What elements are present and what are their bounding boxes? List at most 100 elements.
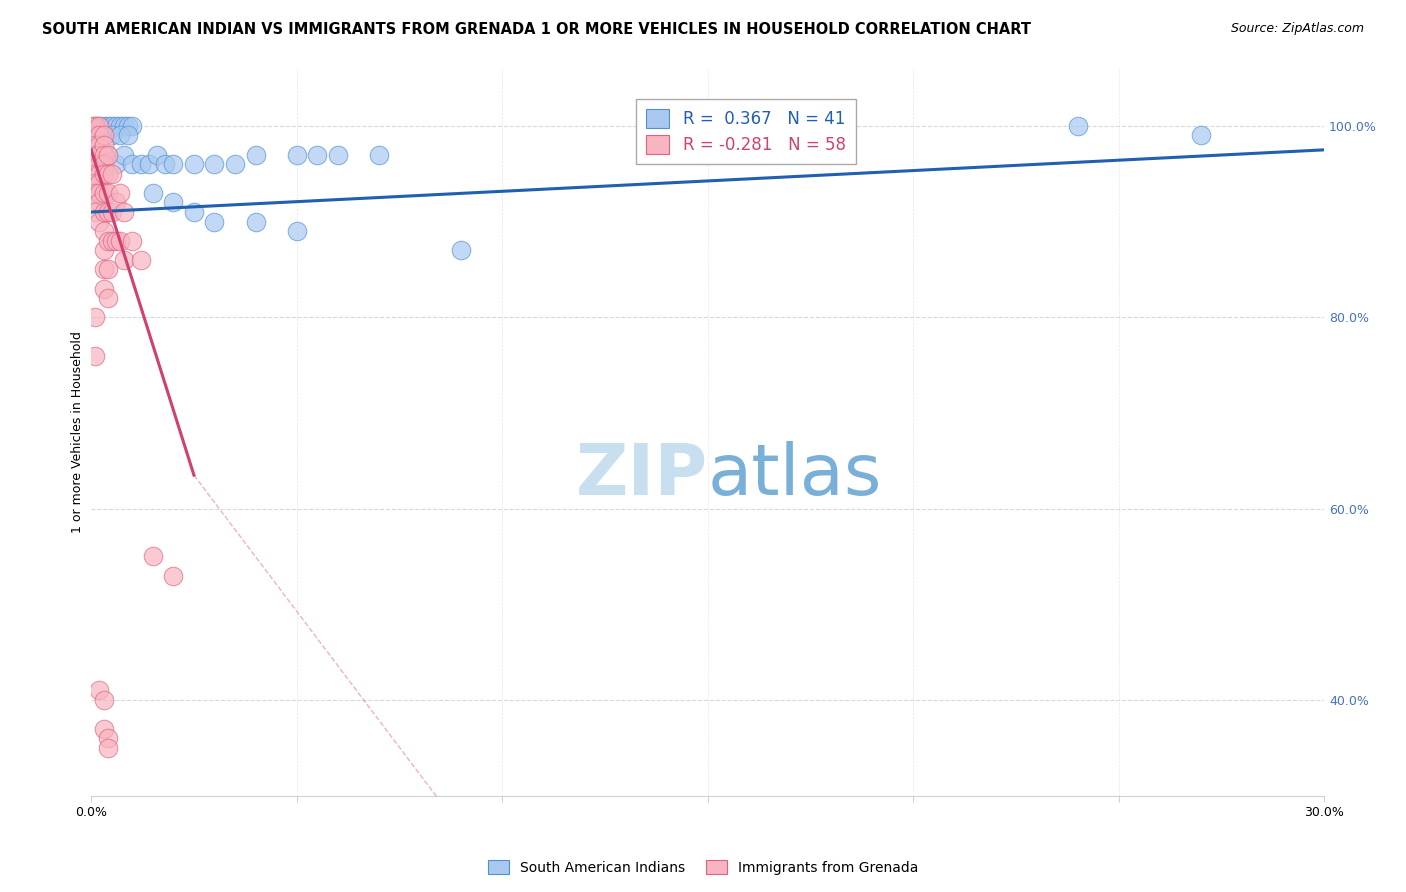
Point [97,205,120,219]
Text: Source: ZipAtlas.com: Source: ZipAtlas.com [1230,22,1364,36]
Point [93,119,115,133]
Point [89,147,111,161]
Point [89,177,111,191]
Point [121,157,143,171]
Point [89,683,111,698]
Point [89,157,111,171]
Point [112,205,135,219]
Point [93,281,115,295]
Point [108,186,131,200]
Point [97,167,120,181]
Point [84,128,107,143]
Point [112,119,135,133]
Point [89,195,111,210]
Text: ZIP: ZIP [575,442,707,510]
Point [89,119,111,133]
Point [93,224,115,238]
Point [84,205,107,219]
Point [104,157,127,171]
Point [108,119,131,133]
Point [97,147,120,161]
Point [89,119,111,133]
Point [326,147,349,161]
Point [100,119,122,133]
Point [93,128,115,143]
Point [93,244,115,258]
Point [108,128,131,143]
Point [89,138,111,153]
Point [89,167,111,181]
Point [93,205,115,219]
Point [142,549,165,564]
Point [97,186,120,200]
Point [100,128,122,143]
Point [84,138,107,153]
Point [84,186,107,200]
Point [245,147,267,161]
Point [97,234,120,248]
Point [204,157,226,171]
Point [93,262,115,277]
Point [183,157,205,171]
Point [89,186,111,200]
Point [450,244,472,258]
Point [1189,128,1212,143]
Point [112,252,135,267]
Legend: South American Indians, Immigrants from Grenada: South American Indians, Immigrants from … [482,855,924,880]
Point [89,128,111,143]
Point [367,147,389,161]
Point [100,234,122,248]
Point [80,119,103,133]
Point [89,147,111,161]
Point [84,310,107,325]
Point [117,119,139,133]
Point [104,234,127,248]
Text: SOUTH AMERICAN INDIAN VS IMMIGRANTS FROM GRENADA 1 OR MORE VEHICLES IN HOUSEHOLD: SOUTH AMERICAN INDIAN VS IMMIGRANTS FROM… [42,22,1031,37]
Point [89,214,111,228]
Point [121,119,143,133]
Point [84,177,107,191]
Point [104,195,127,210]
Point [84,157,107,171]
Point [129,157,152,171]
Point [97,731,120,746]
Point [97,291,120,305]
Point [100,167,122,181]
Point [138,157,160,171]
Point [129,252,152,267]
Point [93,167,115,181]
Point [84,147,107,161]
Point [84,167,107,181]
Point [307,147,329,161]
Point [245,214,267,228]
Point [162,568,184,582]
Point [93,186,115,200]
Point [162,157,184,171]
Point [162,195,184,210]
Point [93,157,115,171]
Point [153,157,176,171]
Point [108,234,131,248]
Point [84,119,107,133]
Point [97,119,120,133]
Point [224,157,246,171]
Point [146,147,169,161]
Point [97,262,120,277]
Point [93,138,115,153]
Point [112,147,135,161]
Point [97,740,120,755]
Point [93,693,115,707]
Point [100,205,122,219]
Point [104,119,127,133]
Point [121,234,143,248]
Point [84,349,107,363]
Point [285,224,308,238]
Point [84,119,107,133]
Point [183,205,205,219]
Point [1066,119,1088,133]
Point [97,147,120,161]
Point [285,147,308,161]
Y-axis label: 1 or more Vehicles in Household: 1 or more Vehicles in Household [72,331,84,533]
Text: atlas: atlas [707,442,882,510]
Point [117,128,139,143]
